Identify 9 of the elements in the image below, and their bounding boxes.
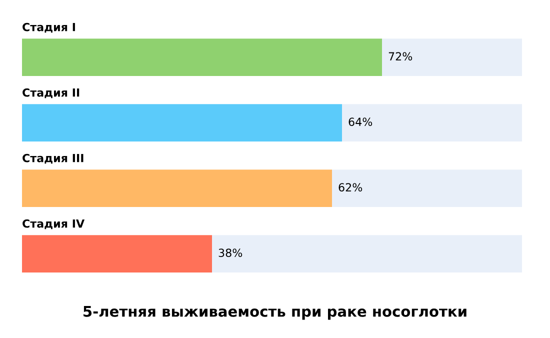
y-tick-label: Стадия I [22, 22, 75, 33]
text: 5-летняя выживаемость при раке носоглотки [84, 306, 466, 320]
y-tick-label: Стадия II [22, 88, 80, 98]
data-label: 62% [338, 183, 362, 192]
y-tick-label: Стадия IV [22, 219, 85, 230]
y-tick-label: Стадия III [22, 154, 84, 164]
data-label: 72% [388, 52, 412, 61]
data-label: 38% [218, 248, 242, 258]
data-label: 64% [348, 118, 372, 126]
